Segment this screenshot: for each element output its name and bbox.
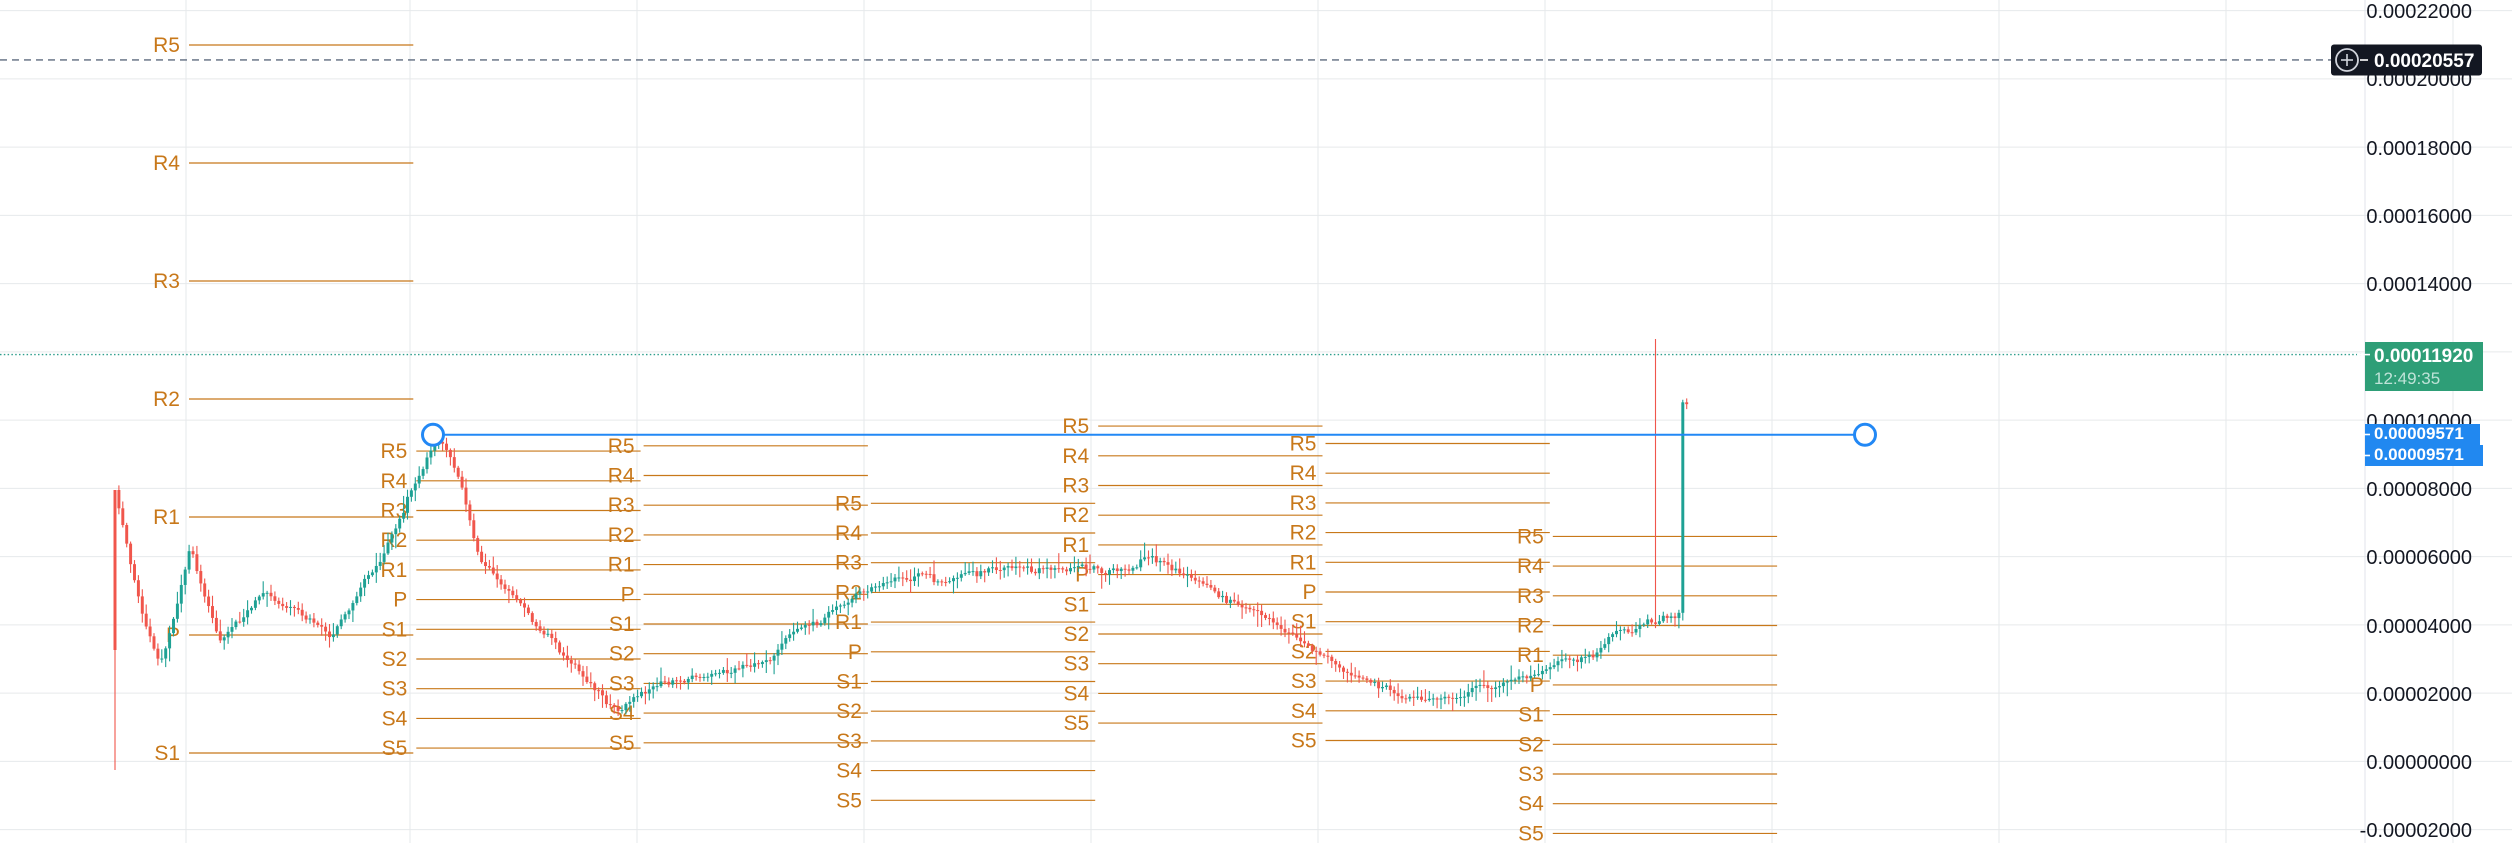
svg-text:R4: R4 xyxy=(835,522,862,545)
svg-text:S3: S3 xyxy=(1064,653,1090,676)
svg-text:S1: S1 xyxy=(1291,611,1317,634)
svg-text:R3: R3 xyxy=(1062,475,1089,498)
svg-text:S3: S3 xyxy=(836,730,862,753)
svg-text:0.00008000: 0.00008000 xyxy=(2366,479,2472,501)
svg-text:0.00000000: 0.00000000 xyxy=(2366,752,2472,774)
svg-text:S4: S4 xyxy=(1518,793,1544,816)
svg-text:S4: S4 xyxy=(382,707,408,730)
svg-text:0.00018000: 0.00018000 xyxy=(2366,138,2472,160)
svg-text:S2: S2 xyxy=(609,643,635,666)
svg-text:S5: S5 xyxy=(382,737,408,760)
svg-text:R4: R4 xyxy=(608,465,635,488)
svg-text:R4: R4 xyxy=(1517,555,1544,578)
svg-text:0.00022000: 0.00022000 xyxy=(2366,1,2472,23)
svg-text:S4: S4 xyxy=(1291,700,1317,723)
svg-text:S5: S5 xyxy=(836,789,862,812)
svg-text:R5: R5 xyxy=(1517,525,1544,548)
svg-text:R2: R2 xyxy=(608,524,635,547)
svg-text:S5: S5 xyxy=(1064,712,1090,735)
svg-text:R3: R3 xyxy=(1517,585,1544,608)
svg-text:R5: R5 xyxy=(608,435,635,458)
svg-text:S3: S3 xyxy=(1291,670,1317,693)
svg-text:12:49:35: 12:49:35 xyxy=(2374,369,2440,388)
svg-text:S1: S1 xyxy=(382,618,408,641)
svg-text:R3: R3 xyxy=(153,270,180,293)
svg-text:S2: S2 xyxy=(836,700,862,723)
svg-text:S1: S1 xyxy=(1518,704,1544,727)
svg-text:R5: R5 xyxy=(835,492,862,515)
svg-text:R3: R3 xyxy=(608,494,635,517)
svg-text:R3: R3 xyxy=(1290,492,1317,515)
svg-text:R1: R1 xyxy=(1290,551,1317,574)
svg-text:S5: S5 xyxy=(1291,730,1317,753)
svg-text:0.00014000: 0.00014000 xyxy=(2366,274,2472,296)
svg-text:R1: R1 xyxy=(1517,644,1544,667)
svg-text:S4: S4 xyxy=(1064,682,1090,705)
svg-text:R1: R1 xyxy=(608,554,635,577)
svg-text:S5: S5 xyxy=(609,732,635,755)
svg-text:P: P xyxy=(848,641,862,664)
svg-text:S3: S3 xyxy=(1518,763,1544,786)
svg-text:0.00004000: 0.00004000 xyxy=(2366,616,2472,638)
svg-text:R1: R1 xyxy=(153,506,180,529)
svg-text:R3: R3 xyxy=(835,552,862,575)
svg-text:0.00016000: 0.00016000 xyxy=(2366,206,2472,228)
svg-text:0.00009571: 0.00009571 xyxy=(2374,445,2464,464)
svg-text:S2: S2 xyxy=(382,648,408,671)
svg-text:S2: S2 xyxy=(1064,623,1090,646)
svg-text:P: P xyxy=(1302,581,1316,604)
svg-text:R2: R2 xyxy=(1062,504,1089,527)
svg-text:S3: S3 xyxy=(609,672,635,695)
svg-text:S2: S2 xyxy=(1518,733,1544,756)
svg-text:S1: S1 xyxy=(609,613,635,636)
svg-text:R4: R4 xyxy=(153,152,180,175)
svg-text:0.00002000: 0.00002000 xyxy=(2366,684,2472,706)
svg-text:R4: R4 xyxy=(1290,462,1317,485)
svg-text:R2: R2 xyxy=(1290,522,1317,545)
svg-text:S3: S3 xyxy=(382,678,408,701)
svg-text:S5: S5 xyxy=(1518,822,1544,843)
svg-text:0.00006000: 0.00006000 xyxy=(2366,547,2472,569)
svg-text:R5: R5 xyxy=(1290,433,1317,456)
svg-text:0.00009571: 0.00009571 xyxy=(2374,424,2464,443)
svg-text:R4: R4 xyxy=(1062,445,1089,468)
svg-text:0.00011920: 0.00011920 xyxy=(2374,346,2473,367)
svg-text:0.00020557: 0.00020557 xyxy=(2374,51,2474,72)
svg-text:S1: S1 xyxy=(1064,593,1090,616)
svg-text:P: P xyxy=(621,583,635,606)
svg-text:-0.00002000: -0.00002000 xyxy=(2360,820,2472,842)
svg-text:R4: R4 xyxy=(380,470,407,493)
svg-text:R2: R2 xyxy=(1517,615,1544,638)
svg-text:R1: R1 xyxy=(1062,534,1089,557)
svg-text:R5: R5 xyxy=(380,440,407,463)
svg-text:S1: S1 xyxy=(836,671,862,694)
svg-text:S1: S1 xyxy=(154,742,180,765)
svg-text:R2: R2 xyxy=(153,388,180,411)
svg-text:R5: R5 xyxy=(153,34,180,57)
svg-text:P: P xyxy=(393,589,407,612)
svg-text:S4: S4 xyxy=(836,760,862,783)
